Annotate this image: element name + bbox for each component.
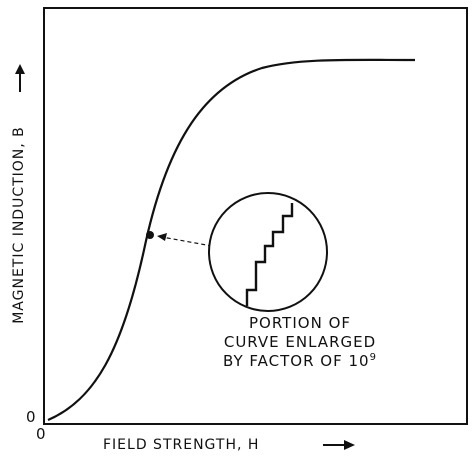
x-axis-arrowhead (344, 440, 355, 450)
pointer-arrowhead (157, 233, 167, 241)
x-axis-label: FIELD STRENGTH, H (103, 437, 260, 453)
caption-exponent: 9 (369, 352, 377, 363)
caption-line-2: CURVE ENLARGED (223, 333, 377, 351)
curve-point-marker (146, 231, 154, 239)
magnetization-curve (47, 58, 416, 422)
y-axis-label: MAGNETIC INDUCTION, B (11, 126, 27, 324)
caption-line-3: BY FACTOR OF 109 (210, 352, 390, 371)
y-origin-label: 0 (26, 408, 37, 426)
staircase-steps (245, 203, 294, 306)
x-origin-label: 0 (36, 425, 47, 443)
magnifier-circle (208, 192, 328, 312)
dashed-pointer-line (161, 236, 213, 247)
caption-line-3-text: BY FACTOR OF 10 (223, 352, 370, 370)
plot-frame (43, 7, 468, 425)
y-axis-arrowhead (15, 64, 25, 74)
caption-line-1: PORTION OF (249, 314, 351, 332)
y-axis-label-container: MAGNETIC INDUCTION, B (8, 60, 30, 390)
magnifier-caption: PORTION OF CURVE ENLARGED BY FACTOR OF 1… (210, 314, 390, 371)
